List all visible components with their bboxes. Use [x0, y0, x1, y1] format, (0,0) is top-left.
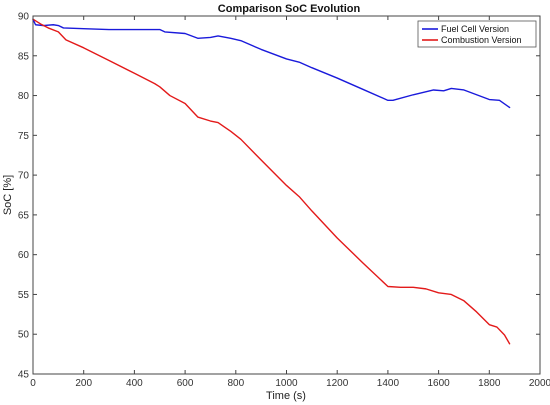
y-tick-label: 50	[18, 330, 30, 341]
y-tick-label: 85	[18, 51, 30, 62]
x-tick-label: 1200	[326, 378, 349, 389]
legend-box	[417, 20, 537, 48]
series-line-1	[32, 18, 511, 345]
legend-label: Combustion Version	[441, 35, 522, 45]
x-tick-label: 200	[75, 378, 92, 389]
y-tick-label: 45	[18, 370, 30, 381]
y-tick-label: 75	[18, 131, 30, 142]
x-tick-label: 1400	[377, 378, 400, 389]
x-axis-label: Time (s)	[266, 390, 306, 402]
x-tick-label: 800	[227, 378, 244, 389]
axis-ticks: 0 200 400 600 800 1000 1200 1400 1600 1800 2000 45 5…	[18, 12, 550, 390]
x-tick-label: 1600	[427, 378, 450, 389]
x-tick-label: 400	[126, 378, 143, 389]
x-tick-label: 1800	[478, 378, 501, 389]
x-tick-label: 600	[177, 378, 194, 389]
series-layer	[32, 18, 511, 345]
plot-area	[32, 15, 541, 375]
y-tick-label: 65	[18, 210, 30, 221]
y-tick-label: 55	[18, 290, 30, 301]
y-tick-label: 80	[18, 91, 30, 102]
x-tick-label: 1000	[275, 378, 298, 389]
legend-label: Fuel Cell Version	[441, 24, 509, 34]
y-axis-label: SoC [%]	[2, 175, 14, 215]
series-line-0	[32, 18, 511, 109]
y-tick-label: 90	[18, 12, 30, 23]
y-tick-label: 60	[18, 250, 30, 261]
y-tick-label: 70	[18, 171, 30, 182]
x-tick-label: 2000	[529, 378, 550, 389]
chart-title: Comparison SoC Evolution	[218, 3, 361, 15]
x-tick-label: 0	[30, 378, 36, 389]
